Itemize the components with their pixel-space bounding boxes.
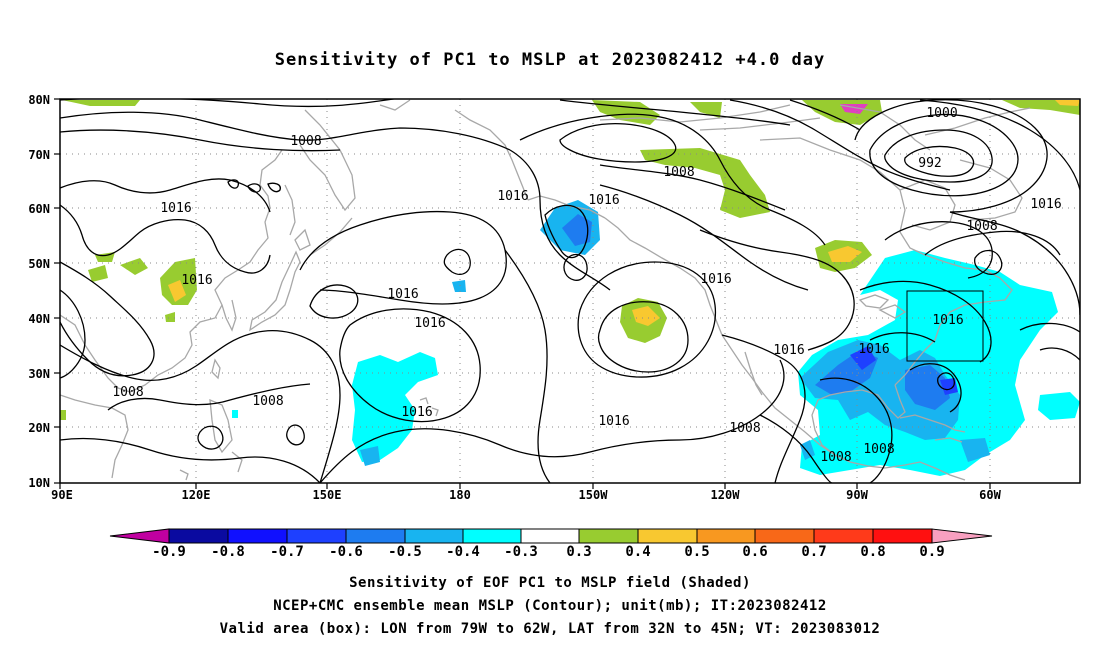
colorbar-label: 0.8 [860, 544, 885, 560]
colorbar-bin-13 [872, 528, 933, 544]
contour-label-1008-e: 1008 [966, 219, 997, 234]
contour-label-1016-a: 1016 [160, 201, 191, 216]
colorbar-bin-10 [696, 528, 756, 544]
lon-label-90e: 90E [51, 488, 73, 502]
lon-label-120e: 120E [182, 488, 211, 502]
latitude-labels: 80N 70N 60N 50N 40N 30N 20N 10N [28, 93, 50, 490]
colorbar-bin-2 [227, 528, 288, 544]
contour-label-1016-i: 1016 [1030, 197, 1061, 212]
coastlines [60, 99, 1031, 481]
colorbar-label: -0.4 [446, 544, 480, 560]
contour-label-1016-g: 1016 [700, 272, 731, 287]
contour-label-1016-e: 1016 [497, 189, 528, 204]
lat-label-20n: 20N [28, 421, 50, 435]
lon-label-150w: 150W [579, 488, 609, 502]
lat-label-60n: 60N [28, 202, 50, 216]
axis-ticks [54, 98, 991, 489]
lon-label-180: 180 [449, 488, 471, 502]
lat-label-40n: 40N [28, 312, 50, 326]
lat-label-80n: 80N [28, 93, 50, 107]
lon-label-90w: 90W [846, 488, 868, 502]
lat-label-10n: 10N [28, 476, 50, 490]
caption-shading: Sensitivity of EOF PC1 to MSLP field (Sh… [349, 575, 751, 591]
colorbar [109, 528, 993, 544]
colorbar-min-extension [109, 528, 170, 544]
mslp-contours [60, 99, 1080, 483]
colorbar-bin-1 [168, 528, 229, 544]
longitude-labels: 90E 120E 150E 180 150W 120W 90W 60W [51, 488, 1001, 502]
lat-label-30n: 30N [28, 367, 50, 381]
colorbar-label: -0.6 [329, 544, 363, 560]
contour-label-1016-d: 1016 [401, 405, 432, 420]
colorbar-label: -0.3 [504, 544, 538, 560]
colorbar-max-extension [931, 528, 993, 544]
caption-valid-area: Valid area (box): LON from 79W to 62W, L… [219, 621, 881, 637]
contour-label-1016-j: 1016 [932, 313, 963, 328]
contour-label-992: 992 [918, 156, 941, 171]
colorbar-label: -0.5 [388, 544, 422, 560]
contour-label-1008-g: 1008 [820, 450, 851, 465]
colorbar-bin-12 [813, 528, 874, 544]
colorbar-bin-5 [404, 528, 464, 544]
colorbar-bin-8 [578, 528, 639, 544]
positive-sensitivity-shading [60, 100, 1080, 420]
colorbar-label: -0.9 [152, 544, 186, 560]
colorbar-label: 0.5 [684, 544, 709, 560]
colorbar-label: 0.7 [801, 544, 826, 560]
colorbar-bin-6 [462, 528, 522, 544]
contour-labels: 1008 1016 1016 1008 1008 1016 1016 1016 … [112, 106, 1061, 465]
colorbar-label: -0.7 [270, 544, 304, 560]
colorbar-bin-4 [345, 528, 406, 544]
colorbar-label: 0.4 [625, 544, 650, 560]
contour-label-1008-f: 1008 [729, 421, 760, 436]
contour-label-1016-h: 1016 [598, 414, 629, 429]
colorbar-label: 0.6 [742, 544, 767, 560]
colorbar-label: 0.9 [919, 544, 944, 560]
contour-label-1016-l: 1016 [858, 342, 889, 357]
colorbar-bin-9 [637, 528, 698, 544]
caption-contour: NCEP+CMC ensemble mean MSLP (Contour); u… [273, 598, 827, 614]
valid-area-box [906, 290, 984, 362]
figure-title: Sensitivity of PC1 to MSLP at 2023082412… [274, 50, 826, 70]
colorbar-bin-7 [520, 528, 580, 544]
map-frame [59, 98, 1081, 484]
contour-label-1016-k: 1016 [773, 343, 804, 358]
colorbar-label: -0.8 [211, 544, 245, 560]
lon-label-120w: 120W [711, 488, 741, 502]
colorbar-label: 0.3 [566, 544, 591, 560]
colorbar-bin-11 [754, 528, 815, 544]
lat-label-70n: 70N [28, 148, 50, 162]
contour-label-1008-a: 1008 [290, 134, 321, 149]
contour-label-1016-m: 1016 [414, 316, 445, 331]
lon-label-60w: 60W [979, 488, 1001, 502]
contour-label-1016-f: 1016 [588, 193, 619, 208]
contour-label-1008-d: 1008 [663, 165, 694, 180]
contour-label-1008-b: 1008 [112, 385, 143, 400]
contour-label-1008-c: 1008 [252, 394, 283, 409]
lon-label-150e: 150E [313, 488, 342, 502]
contour-label-1008-h: 1008 [863, 442, 894, 457]
contour-label-1016-b: 1016 [181, 273, 212, 288]
colorbar-labels: -0.9 -0.8 -0.7 -0.6 -0.5 -0.4 -0.3 0.3 0… [152, 544, 945, 560]
contour-label-1016-c: 1016 [387, 287, 418, 302]
contour-label-1000: 1000 [926, 106, 957, 121]
colorbar-bin-3 [286, 528, 347, 544]
lat-label-50n: 50N [28, 257, 50, 271]
